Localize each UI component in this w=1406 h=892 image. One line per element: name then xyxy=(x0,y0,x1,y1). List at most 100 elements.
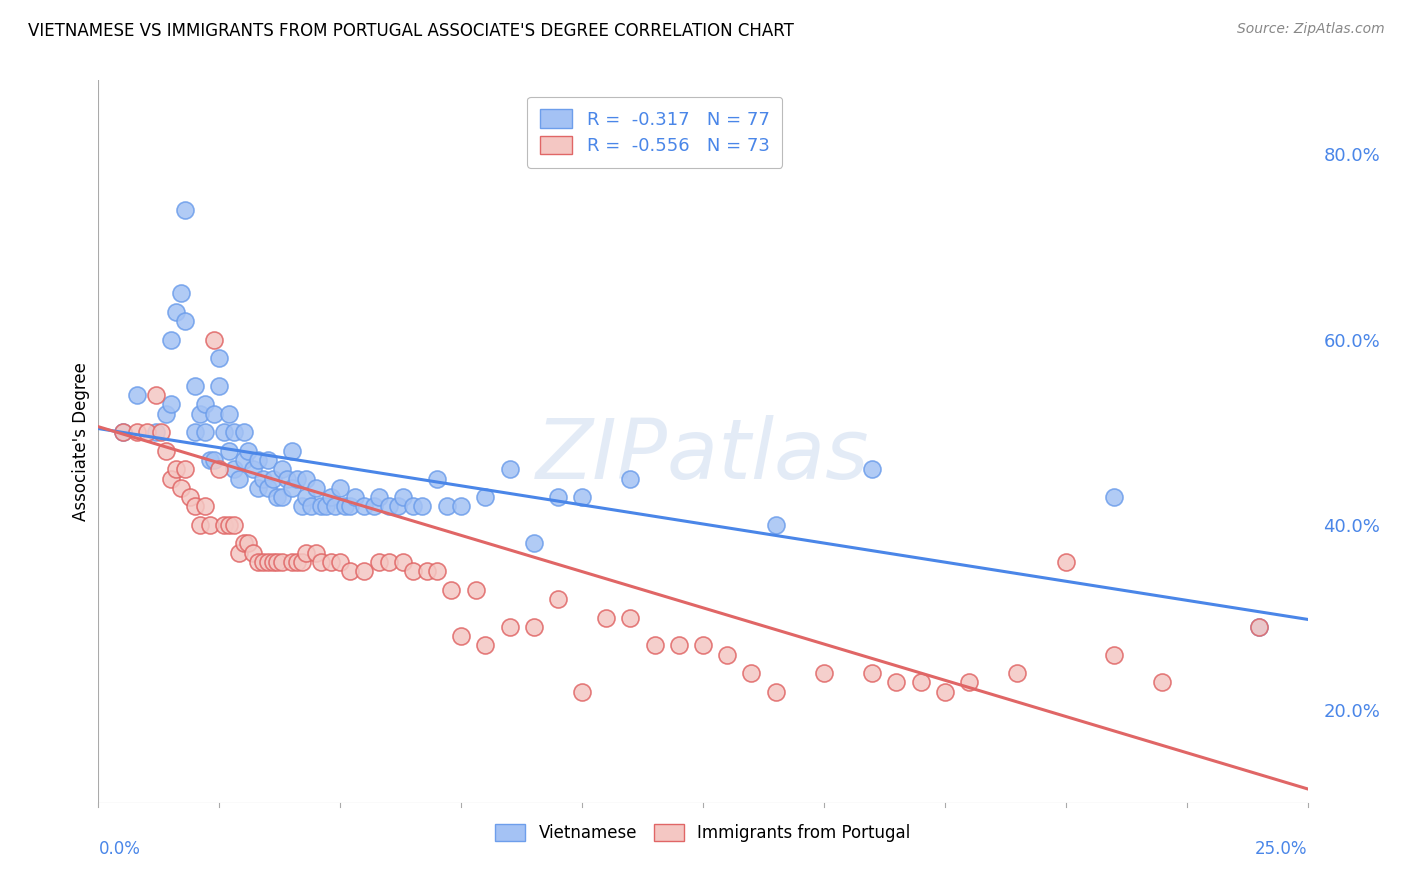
Point xyxy=(523,536,546,550)
Point xyxy=(368,490,391,504)
Point xyxy=(668,638,690,652)
Point xyxy=(329,481,352,495)
Point xyxy=(150,425,173,440)
Point xyxy=(174,202,197,217)
Point xyxy=(571,684,593,698)
Point xyxy=(208,462,231,476)
Point xyxy=(228,472,250,486)
Point xyxy=(238,443,260,458)
Point xyxy=(111,425,134,440)
Point xyxy=(571,490,593,504)
Point xyxy=(309,555,332,569)
Point xyxy=(290,500,312,514)
Point xyxy=(957,675,980,690)
Point xyxy=(160,472,183,486)
Point xyxy=(339,564,361,578)
Point xyxy=(155,407,177,421)
Point xyxy=(387,500,409,514)
Point xyxy=(619,472,641,486)
Point xyxy=(547,490,569,504)
Point xyxy=(1249,620,1271,634)
Point xyxy=(740,666,762,681)
Point xyxy=(402,500,425,514)
Point xyxy=(416,564,439,578)
Point xyxy=(450,629,472,643)
Point xyxy=(474,638,496,652)
Point xyxy=(262,555,284,569)
Point xyxy=(353,564,375,578)
Point xyxy=(498,620,520,634)
Point xyxy=(262,472,284,486)
Point xyxy=(281,555,304,569)
Point xyxy=(194,500,217,514)
Point xyxy=(204,453,226,467)
Point xyxy=(765,517,787,532)
Point xyxy=(411,500,433,514)
Point xyxy=(212,517,235,532)
Point xyxy=(232,425,254,440)
Point xyxy=(319,555,342,569)
Point xyxy=(426,472,449,486)
Point xyxy=(319,490,342,504)
Point xyxy=(295,472,318,486)
Text: 0.0%: 0.0% xyxy=(98,840,141,858)
Point xyxy=(910,675,932,690)
Point xyxy=(1102,490,1125,504)
Point xyxy=(135,425,157,440)
Point xyxy=(174,462,197,476)
Point xyxy=(860,462,883,476)
Point xyxy=(339,500,361,514)
Point xyxy=(198,517,221,532)
Point xyxy=(145,388,167,402)
Point xyxy=(299,500,322,514)
Point xyxy=(1152,675,1174,690)
Point xyxy=(179,490,201,504)
Point xyxy=(155,443,177,458)
Point xyxy=(343,490,366,504)
Point xyxy=(127,425,149,440)
Point xyxy=(111,425,134,440)
Point xyxy=(247,555,270,569)
Point xyxy=(295,546,318,560)
Point xyxy=(333,500,356,514)
Point xyxy=(1102,648,1125,662)
Point xyxy=(523,620,546,634)
Point xyxy=(252,555,274,569)
Point xyxy=(474,490,496,504)
Point xyxy=(436,500,458,514)
Legend: Vietnamese, Immigrants from Portugal: Vietnamese, Immigrants from Portugal xyxy=(489,817,917,848)
Point xyxy=(184,425,207,440)
Point xyxy=(547,592,569,607)
Point xyxy=(174,314,197,328)
Point xyxy=(281,443,304,458)
Point xyxy=(860,666,883,681)
Point xyxy=(222,425,245,440)
Point xyxy=(368,555,391,569)
Point xyxy=(238,536,260,550)
Point xyxy=(692,638,714,652)
Point xyxy=(247,481,270,495)
Point xyxy=(305,546,328,560)
Point xyxy=(194,397,217,411)
Point xyxy=(1054,555,1077,569)
Point xyxy=(256,555,278,569)
Point xyxy=(765,684,787,698)
Point xyxy=(619,610,641,624)
Point xyxy=(450,500,472,514)
Point xyxy=(222,462,245,476)
Point xyxy=(169,286,191,301)
Point xyxy=(464,582,486,597)
Point xyxy=(256,453,278,467)
Text: ZIPatlas: ZIPatlas xyxy=(536,416,870,497)
Point xyxy=(208,379,231,393)
Point xyxy=(247,453,270,467)
Point xyxy=(295,490,318,504)
Point xyxy=(281,481,304,495)
Point xyxy=(184,379,207,393)
Point xyxy=(271,555,294,569)
Point xyxy=(644,638,666,652)
Point xyxy=(204,333,226,347)
Point xyxy=(194,425,217,440)
Point xyxy=(290,555,312,569)
Point xyxy=(252,472,274,486)
